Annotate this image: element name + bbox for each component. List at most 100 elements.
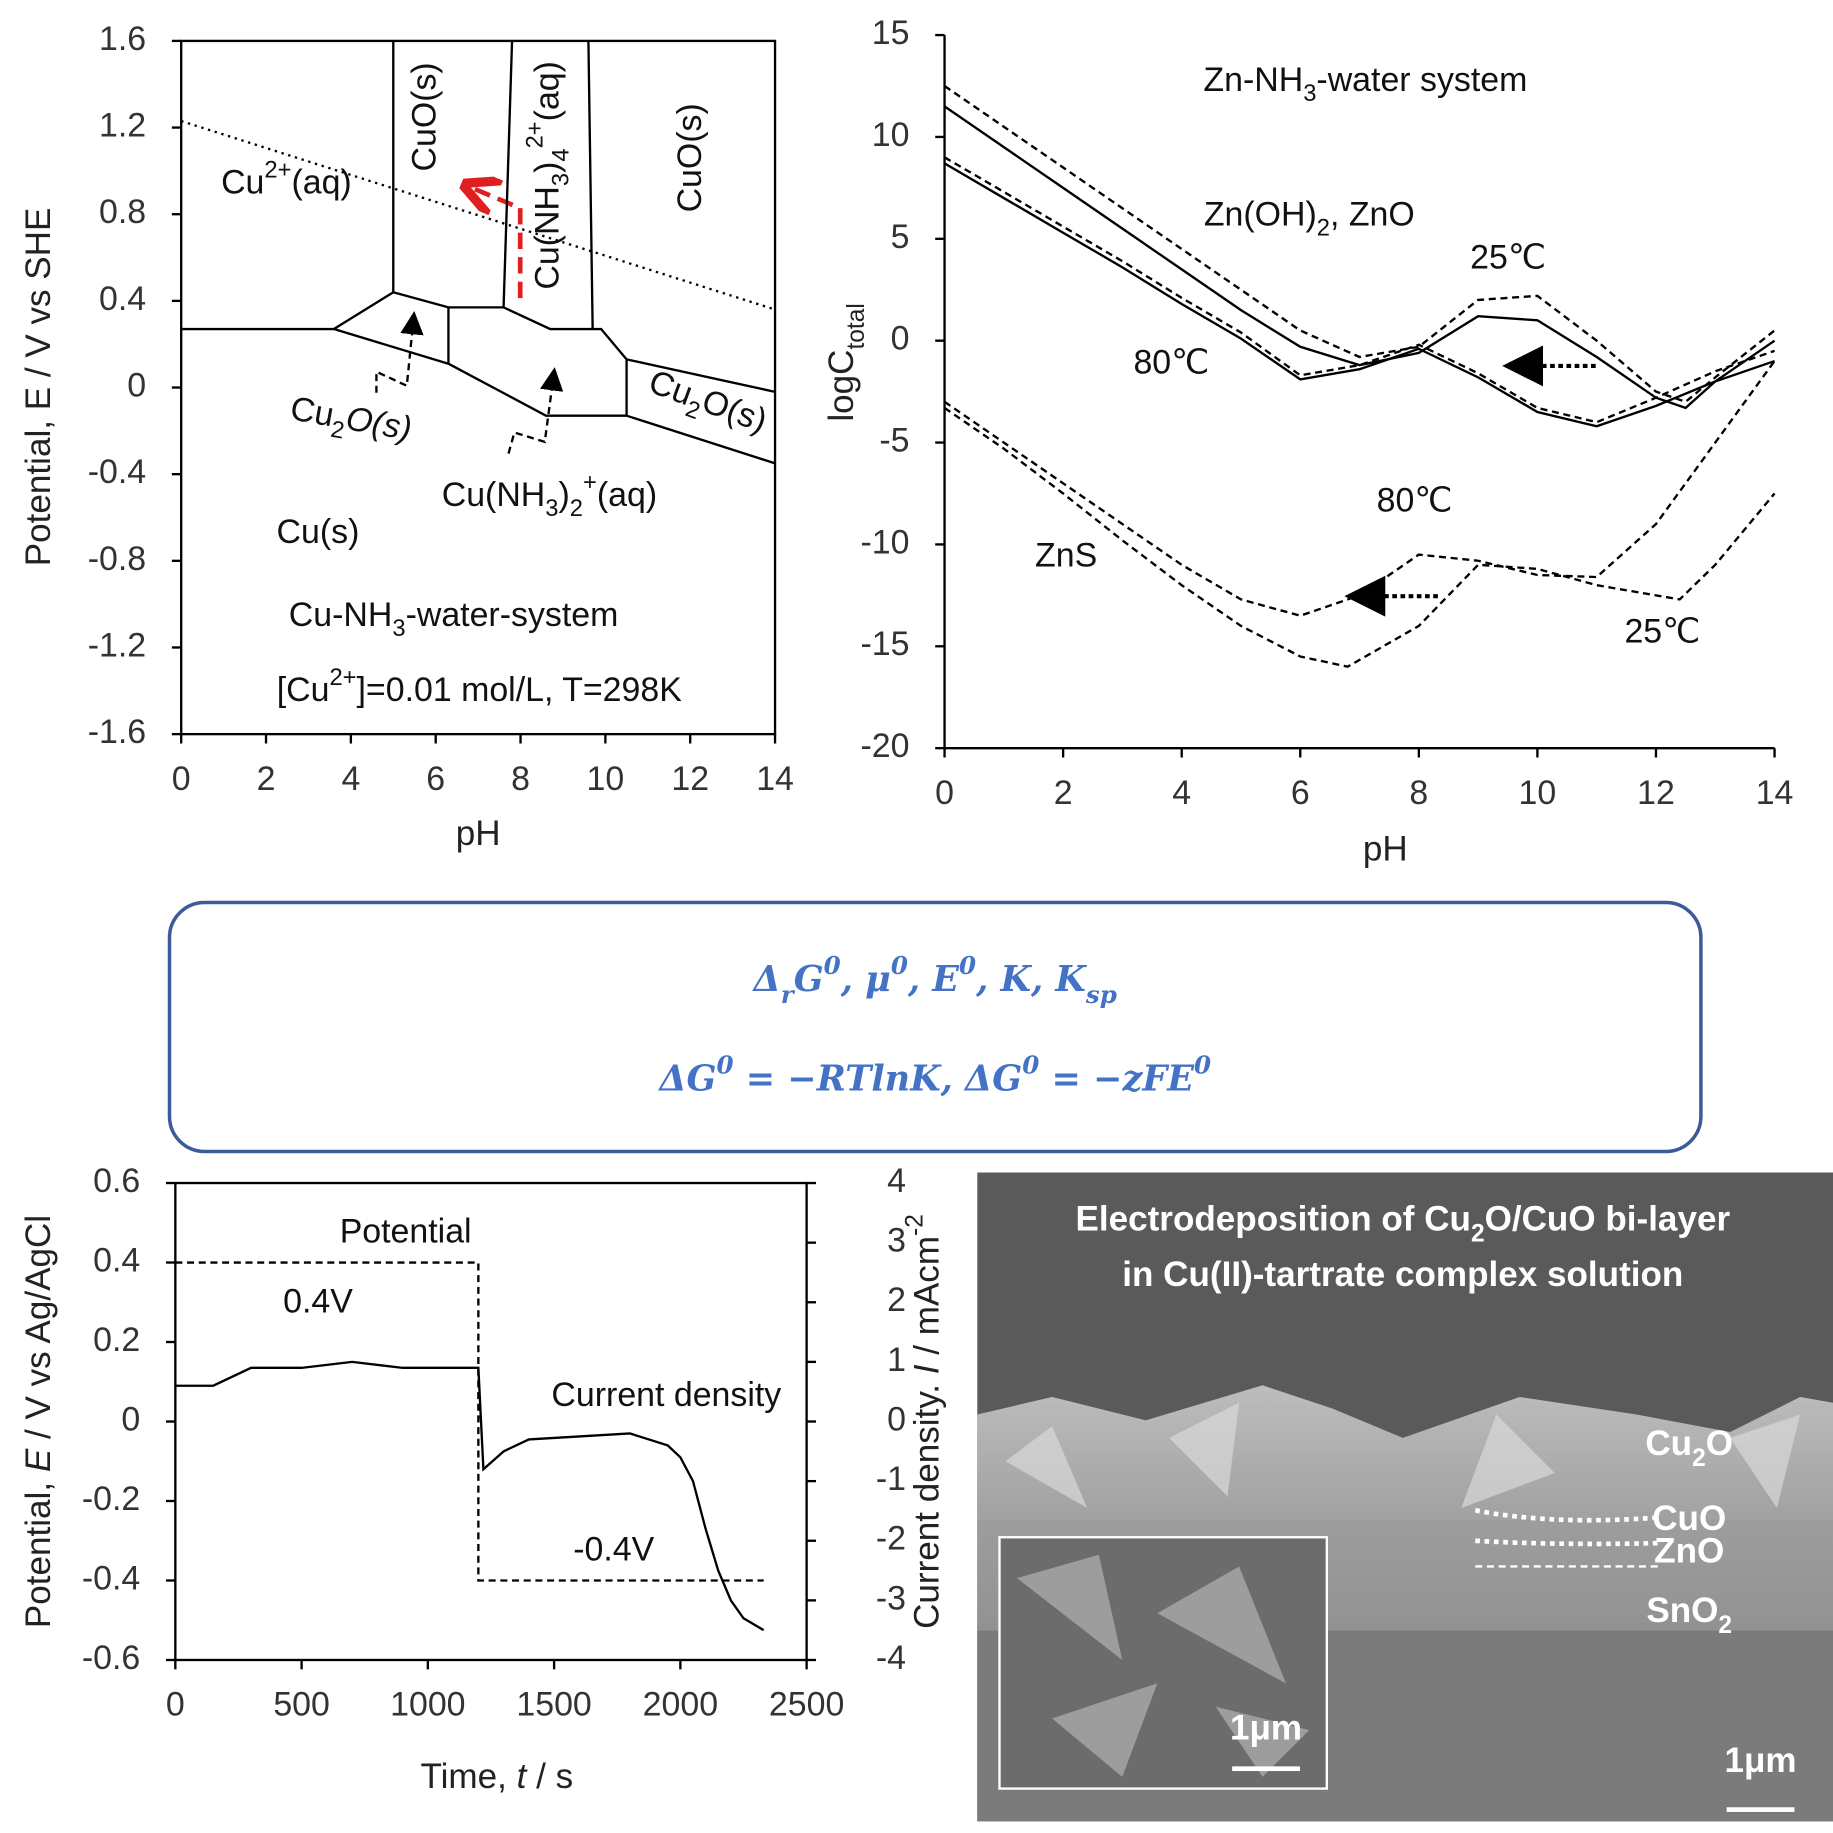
annotation: 0.4V — [283, 1282, 353, 1320]
annotation: Cu(s) — [277, 513, 360, 551]
annotation-part: 25℃ — [1470, 238, 1546, 276]
x-tick-label: 8 — [511, 760, 530, 798]
annotation: 80℃ — [1133, 344, 1209, 382]
layer-label-part: CuO — [1652, 1499, 1726, 1538]
formula-line-part: ΔG — [657, 1058, 716, 1099]
annotation-part: (aq) — [597, 476, 657, 514]
sem-title-part: 2 — [1471, 1221, 1485, 1248]
annotation: Cu2+(aq) — [221, 158, 352, 202]
sem-title: Electrodeposition of Cu2O/CuO bi-layer — [1076, 1200, 1731, 1248]
x-tick-label: 2 — [257, 760, 276, 798]
sem-image — [977, 1172, 1833, 1822]
data-line — [943, 85, 1776, 404]
formula-line-part: 0 — [891, 951, 908, 980]
y-tick-label: 5 — [891, 218, 910, 256]
formula-line-part: , K, K — [975, 959, 1087, 1000]
layer-label: ZnO — [1654, 1532, 1724, 1571]
annotation-part: , ZnO — [1330, 195, 1415, 233]
y-tick-label: -0.6 — [82, 1639, 140, 1677]
layer-label: SnO2 — [1646, 1591, 1732, 1639]
data-line — [943, 406, 1776, 668]
annotation: Cu(NH3)2+(aq) — [442, 470, 657, 522]
x-tick-label: 500 — [273, 1686, 330, 1724]
y-axis-label-part: / V vs Ag/AgCl — [19, 1215, 58, 1449]
annotation-part: Zn-NH — [1203, 61, 1303, 99]
y-tick-label: 0.4 — [99, 280, 146, 318]
y2-tick-label: 2 — [887, 1281, 906, 1319]
x-axis-label: pH — [1363, 829, 1408, 868]
x-tick-label: 12 — [671, 760, 709, 798]
y2-axis-label-part: -2 — [901, 1214, 928, 1236]
annotation-part: ZnS — [1035, 537, 1097, 575]
formula-line-part: 0 — [1194, 1050, 1211, 1079]
x-tick-label: 8 — [1409, 774, 1428, 812]
layer-label-part: O — [1706, 1424, 1733, 1463]
layer-label: CuO — [1652, 1499, 1726, 1538]
x-tick-label: 12 — [1637, 774, 1675, 812]
y2-axis-label-part: / mAcm — [908, 1236, 947, 1365]
y2-tick-label: -1 — [876, 1460, 906, 1498]
y2-tick-label: 0 — [887, 1400, 906, 1438]
data-line — [943, 105, 1776, 410]
formula-box — [167, 900, 1703, 1154]
formula-line-part: sp — [1085, 980, 1117, 1009]
y-tick-label: 0.6 — [93, 1162, 140, 1200]
data-line — [943, 360, 1776, 617]
y-tick-label: 0 — [891, 320, 910, 358]
y-tick-label: -15 — [861, 625, 910, 663]
formula-line-part: = −zFE — [1039, 1058, 1195, 1099]
annotation: Zn-NH3-water system — [1203, 61, 1527, 107]
x-tick-label: 10 — [1519, 774, 1557, 812]
x-axis-label: Time, t / s — [421, 1757, 574, 1796]
red-arrow — [470, 187, 523, 299]
scale-label: 1μm — [1724, 1741, 1796, 1780]
y-tick-label: -1.2 — [88, 626, 146, 664]
y-tick-label: -0.4 — [82, 1559, 140, 1597]
annotation-part: Cu-NH — [289, 596, 393, 634]
layer-label-part: 2 — [1718, 1612, 1732, 1639]
y-tick-label: 0.2 — [93, 1321, 140, 1359]
annotation-part: + — [583, 470, 597, 496]
x-axis-label-part: Time, — [421, 1757, 517, 1796]
x-tick-label: 6 — [426, 760, 445, 798]
x-tick-label: 4 — [341, 760, 360, 798]
y-tick-label: -5 — [879, 422, 909, 460]
formula-line-part: 0 — [959, 951, 976, 980]
formula-line: ΔrG0, μ0, E0, K, Ksp — [752, 951, 1117, 1009]
annotation-part: 3 — [545, 496, 558, 522]
annotation-part: O(s) — [343, 399, 414, 448]
y-tick-label: -0.8 — [88, 540, 146, 578]
x-tick-label: 0 — [935, 774, 954, 812]
layer-label-part: Cu — [1645, 1424, 1692, 1463]
annotation-part: 3 — [549, 173, 575, 186]
annotation-part: 2+ — [329, 665, 356, 691]
y-tick-label: 0 — [127, 366, 146, 404]
annotation-part: 2 — [329, 417, 347, 445]
x-tick-label: 4 — [1172, 774, 1191, 812]
data-line — [333, 327, 449, 365]
annotation: Cu(NH3)42+(aq) — [523, 61, 575, 290]
plot-frame — [174, 1181, 808, 1662]
annotation-part: 80℃ — [1377, 482, 1453, 520]
annotation-part: O(s) — [697, 382, 772, 440]
annotation-part: Cu(NH — [442, 476, 546, 514]
annotation-part: Potential — [340, 1212, 472, 1250]
annotation-part: Cu(s) — [277, 513, 360, 551]
annotation-part: 80℃ — [1133, 344, 1209, 382]
y2-tick-label: 4 — [887, 1162, 906, 1200]
pointer-arrow — [375, 310, 424, 393]
scale-label: 1μm — [1230, 1708, 1302, 1747]
annotation: Cu2O(s) — [641, 363, 772, 448]
x-tick-label: 14 — [756, 760, 794, 798]
data-line — [447, 362, 627, 417]
y-tick-label: -10 — [861, 523, 910, 561]
annotation: CuO(s) — [671, 103, 709, 212]
y-tick-label: 0 — [121, 1400, 140, 1438]
annotation-part: -water-system — [406, 596, 619, 634]
data-line — [333, 290, 628, 361]
y-tick-label: -20 — [861, 727, 910, 765]
y-tick-label: 0.4 — [93, 1241, 140, 1279]
y2-tick-label: -3 — [876, 1579, 906, 1617]
y-tick-label: -0.2 — [82, 1480, 140, 1518]
formula-line-part: = −RTlnK, ΔG — [734, 1058, 1023, 1099]
